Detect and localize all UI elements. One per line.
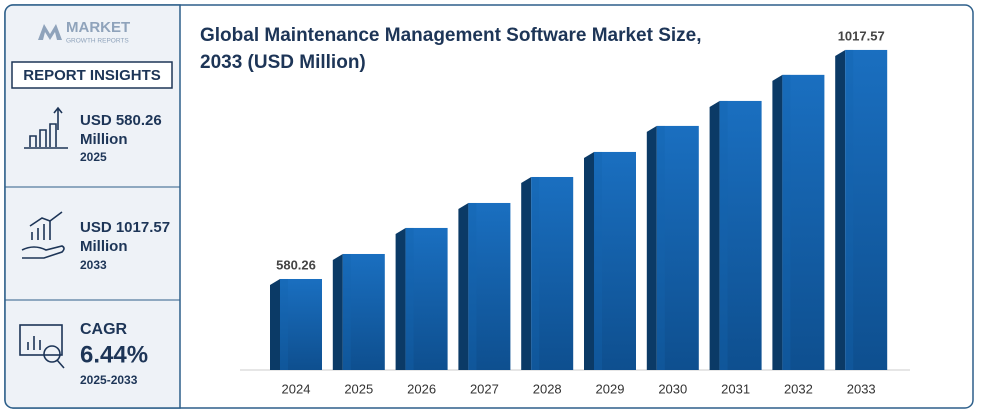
bar [656,125,699,371]
stat-value: USD 580.26 [80,112,162,129]
stat-value: CAGR [80,321,128,338]
logo-icon [38,24,62,40]
x-tick-label: 2027 [470,381,499,396]
stat-period: 2025-2033 [80,373,138,387]
bar [405,227,448,370]
bar-side [772,74,783,371]
bar-shade [468,202,477,370]
growth-icon [24,106,68,149]
stat-unit: Million [80,131,128,148]
sidebar [4,4,181,409]
x-tick-label: 2030 [658,381,687,396]
hand-icon [21,211,65,259]
bar [280,278,322,370]
heading: REPORT INSIGHTS [23,67,161,84]
chart-title: Global Maintenance Management Software M… [200,25,702,46]
x-tick-label: 2029 [596,381,625,396]
bar-side [646,125,657,371]
x-tick-label: 2028 [533,381,562,396]
bar-side [584,151,594,370]
bar-shade [782,74,791,371]
bar-shade [280,278,288,370]
analysis-icon [19,324,65,369]
stat-period: 2025 [80,150,107,164]
bar-side [709,100,720,371]
stat-unit: Million [80,238,128,255]
heading-box [11,61,173,89]
x-tick-label: 2025 [344,381,373,396]
bar [719,100,762,371]
x-tick-label: 2026 [407,381,436,396]
logo-name: MARKET [66,19,130,36]
x-tick-label: 2033 [847,381,876,396]
bar-side [332,253,343,370]
bar [782,74,825,371]
bar-shade [342,253,351,370]
x-tick-label: 2032 [784,381,813,396]
data-label: 580.26 [276,257,316,272]
logo-tagline: GROWTH REPORTS [66,38,129,45]
bar [468,202,511,370]
bar-shade [656,125,665,371]
bar-shade [531,176,540,370]
chart-title: 2033 (USD Million) [200,52,366,73]
bar-shade [594,151,602,370]
bar-side [270,278,280,370]
bar [531,176,574,370]
stat-unit: 6.44% [80,341,148,368]
bar-shade [845,49,854,371]
bar-side [458,202,469,370]
stat-value: USD 1017.57 [80,219,170,236]
data-label: 1017.57 [838,28,885,43]
bar-side [395,227,406,370]
x-tick-label: 2024 [282,381,311,396]
x-tick-label: 2031 [721,381,750,396]
stat-period: 2033 [80,258,107,272]
bar [845,49,888,371]
bar-shade [719,100,728,371]
bar [342,253,385,370]
bar-shade [405,227,414,370]
bar-side [835,49,846,371]
bar-side [521,176,532,370]
bar [594,151,636,370]
